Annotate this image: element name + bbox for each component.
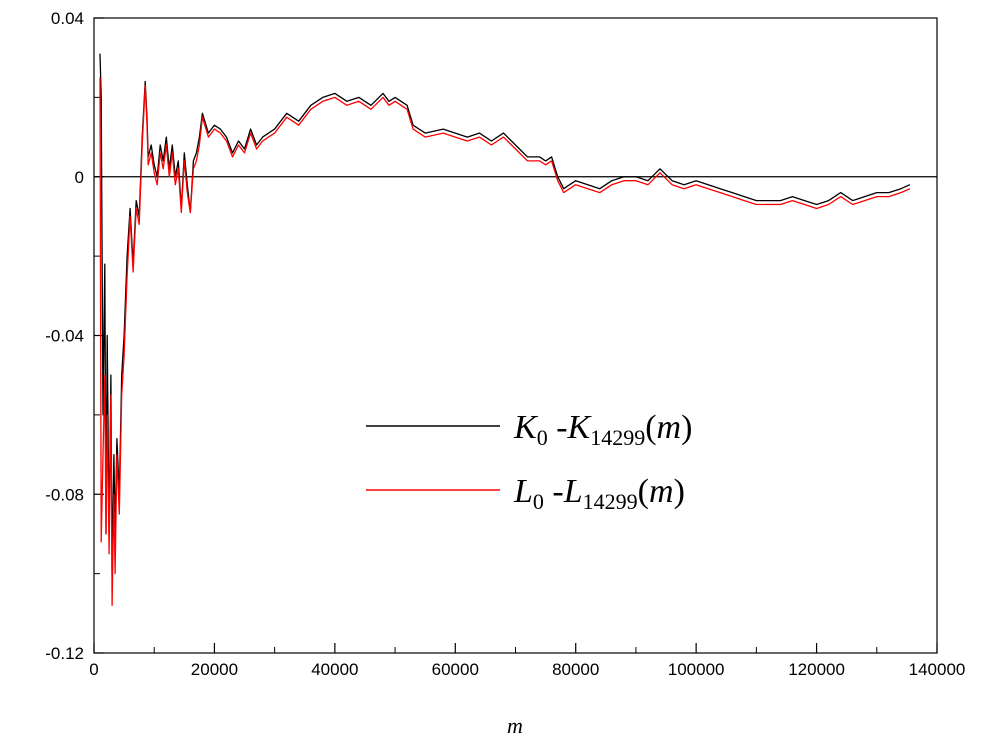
x-tick-label: 40000 — [311, 660, 358, 679]
y-tick-label: -0.04 — [45, 327, 84, 346]
axis-tick-labels: 0 20000 40000 60000 80000 100000 120000 140000 0… — [45, 9, 965, 679]
legend: K0 -K14299(m) L0 -L14299(m) — [366, 409, 692, 514]
series-layer — [99, 53, 911, 607]
y-tick-label: 0.04 — [51, 9, 84, 28]
x-tick-label: 80000 — [552, 660, 599, 679]
x-tick-label: 0 — [89, 660, 98, 679]
y-tick-label: -0.08 — [45, 485, 84, 504]
legend-label-1: K0 -K14299(m) — [513, 409, 692, 450]
x-tick-label: 20000 — [191, 660, 238, 679]
x-tick-label: 120000 — [788, 660, 845, 679]
x-tick-label: 60000 — [432, 660, 479, 679]
plot-frame — [93, 17, 938, 654]
legend-label-2: L0 -L14299(m) — [513, 473, 685, 514]
series-line-2 — [99, 77, 911, 607]
y-tick-label: 0 — [75, 168, 84, 187]
x-axis-title: m — [507, 713, 523, 738]
x-tick-label: 100000 — [668, 660, 725, 679]
y-tick-label: -0.12 — [45, 644, 84, 663]
series-line-1 — [99, 53, 911, 575]
x-tick-label: 140000 — [909, 660, 966, 679]
axis-ticks — [93, 17, 938, 654]
